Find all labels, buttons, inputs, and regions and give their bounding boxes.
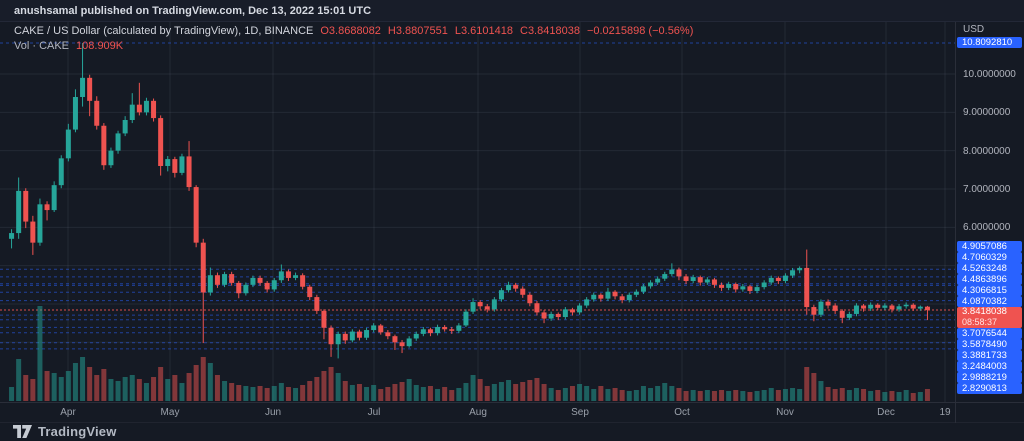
ohlc-segment: O3.8688082 [320, 25, 381, 37]
price-alert-badge[interactable]: 2.8290813 [957, 383, 1022, 394]
ohlc-segment: L3.6101418 [454, 25, 513, 37]
price-axis-unit: USD [963, 24, 985, 35]
price-alert-badge[interactable]: 3.7076544 [957, 328, 1022, 339]
price-alert-badge[interactable]: 4.7060329 [957, 252, 1022, 263]
axis-corner-separator [955, 402, 956, 423]
tradingview-logo-icon [13, 425, 32, 438]
tradingview-logo-text: TradingView [38, 424, 117, 439]
time-axis[interactable]: Apr May Jun Jul Aug Sep Oct Nov Dec 19 [0, 402, 1024, 423]
change-value: −0.0215898 (−0.56%) [586, 25, 694, 37]
ohlc-values: O3.8688082 H3.8807551 L3.6101418 C3.8418038 [320, 25, 587, 37]
time-axis-label: 19 [939, 407, 951, 418]
publish-bar: anushsamal published on TradingView.com,… [0, 0, 1024, 22]
price-tick-label: 9.0000000 [963, 107, 1011, 119]
time-axis-label: Nov [776, 407, 794, 418]
time-axis-label: Jul [367, 407, 381, 418]
time-axis-label: May [160, 407, 180, 418]
volume-legend[interactable]: Vol · CAKE 108.909K [14, 40, 123, 52]
bar-countdown: 08:58:37 [962, 317, 998, 327]
price-alert-badge[interactable]: 4.5263248 [957, 263, 1022, 274]
tradingview-logo[interactable]: TradingView [13, 424, 117, 439]
time-axis-label: Jun [264, 407, 282, 418]
time-axis-label: Oct [674, 407, 690, 418]
current-price-badge[interactable]: 3.8418038 08:58:37 [957, 307, 1022, 328]
time-axis-label: Sep [571, 407, 589, 418]
time-axis-label: Dec [877, 407, 895, 418]
price-alert-badge[interactable]: 10.8092810 [957, 37, 1022, 49]
price-tick-label: 8.0000000 [963, 145, 1011, 157]
price-axis[interactable]: USD 10.0000000 9.0000000 8.0000000 7.000000… [955, 22, 1024, 402]
time-axis-label: Apr [60, 407, 76, 418]
volume-label: Vol · CAKE [14, 40, 70, 52]
ohlc-segment: C3.8418038 [520, 25, 580, 37]
ohlc-segment: H3.8807551 [387, 25, 448, 37]
symbol-legend[interactable]: CAKE / US Dollar (calculated by TradingV… [14, 25, 693, 37]
price-tick-label: 6.0000000 [963, 222, 1011, 234]
price-alert-badge[interactable]: 4.9057086 [957, 241, 1022, 252]
price-alert-badge[interactable]: 2.9888219 [957, 372, 1022, 383]
volume-value: 108.909K [76, 40, 124, 52]
publish-text: anushsamal published on TradingView.com,… [14, 5, 372, 17]
price-alert-badge[interactable]: 3.5878490 [957, 339, 1022, 350]
price-tick-label: 10.0000000 [963, 69, 1016, 80]
symbol-title[interactable]: CAKE / US Dollar (calculated by TradingV… [14, 25, 314, 37]
price-alert-badge[interactable]: 4.0870382 [957, 296, 1022, 307]
time-axis-label: Aug [469, 407, 487, 418]
price-alert-badge[interactable]: 3.3881733 [957, 350, 1022, 361]
price-tick-label: 7.0000000 [963, 183, 1011, 195]
price-alert-badge[interactable]: 4.3066815 [957, 285, 1022, 296]
price-alert-badge[interactable]: 4.4863896 [957, 274, 1022, 285]
price-alert-badge[interactable]: 3.2484003 [957, 361, 1022, 372]
